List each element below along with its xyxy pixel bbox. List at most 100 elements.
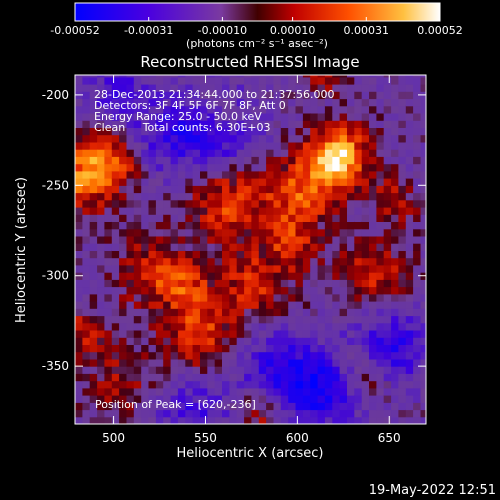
heatmap-cell <box>89 402 98 411</box>
heatmap-cell <box>148 113 157 121</box>
heatmap-cell <box>126 351 135 360</box>
heatmap-cell <box>192 228 201 237</box>
heatmap-cell <box>273 358 282 367</box>
heatmap-cell <box>302 257 311 266</box>
heatmap-cell <box>236 293 245 302</box>
heatmap-cell <box>229 264 238 273</box>
heatmap-cell <box>310 373 319 382</box>
heatmap-cell <box>75 293 83 302</box>
heatmap-cell <box>369 228 377 237</box>
heatmap-cell <box>177 75 186 78</box>
heatmap-cell <box>222 76 230 85</box>
heatmap-cell <box>391 373 400 382</box>
heatmap-cell <box>273 315 282 324</box>
heatmap-cell <box>288 141 297 150</box>
heatmap-cell <box>207 322 216 331</box>
heatmap-cell <box>251 185 260 194</box>
heatmap-cell <box>383 330 392 338</box>
heatmap-cell <box>207 134 216 143</box>
heatmap-cell <box>347 170 355 179</box>
heatmap-cell <box>317 279 326 288</box>
heatmap-cell <box>295 75 304 78</box>
heatmap-cell <box>170 214 179 222</box>
heatmap-cell <box>126 163 135 172</box>
heatmap-cell <box>111 322 120 331</box>
heatmap-cell <box>111 75 120 78</box>
heatmap-cell <box>97 358 106 367</box>
heatmap-cell <box>177 156 186 165</box>
heatmap-cell <box>148 243 157 251</box>
heatmap-cell <box>126 373 135 382</box>
heatmap-cell <box>398 185 407 194</box>
heatmap-cell <box>97 250 106 259</box>
heatmap-cell <box>376 250 385 259</box>
heatmap-cell <box>332 416 341 424</box>
heatmap-cell <box>251 127 260 136</box>
heatmap-cell <box>280 105 289 114</box>
heatmap-cell <box>192 409 201 418</box>
heatmap-cell <box>236 91 245 100</box>
heatmap-cell <box>214 91 223 100</box>
heatmap-cell <box>266 387 275 396</box>
heatmap-cell <box>111 351 120 360</box>
heatmap-cell <box>332 272 341 280</box>
footer-timestamp: 19-May-2022 12:51 <box>369 483 496 498</box>
heatmap-cell <box>420 337 426 345</box>
heatmap-cell <box>177 127 186 136</box>
heatmap-cell <box>82 214 91 222</box>
heatmap-cell <box>82 91 91 100</box>
heatmap-cell <box>420 76 426 85</box>
heatmap-cell <box>185 170 194 179</box>
heatmap-cell <box>347 322 355 331</box>
heatmap-cell <box>207 293 216 302</box>
heatmap-cell <box>214 170 223 179</box>
heatmap-cell <box>398 257 407 266</box>
heatmap-cell <box>214 243 223 251</box>
heatmap-cell <box>119 98 128 107</box>
heatmap-cell <box>339 178 348 186</box>
heatmap-cell <box>302 75 311 78</box>
heatmap-cell <box>236 178 245 186</box>
heatmap-cell <box>317 416 326 424</box>
heatmap-cell <box>126 127 135 136</box>
heatmap-cell <box>104 156 113 165</box>
heatmap-cell <box>104 315 113 324</box>
heatmap-cell <box>405 156 414 165</box>
heatmap-cell <box>332 308 341 317</box>
heatmap-cell <box>347 344 355 353</box>
heatmap-cell <box>354 257 363 266</box>
heatmap-cell <box>302 156 311 165</box>
heatmap-cell <box>405 409 414 418</box>
heatmap-cell <box>266 98 275 107</box>
heatmap-cell <box>155 199 164 208</box>
heatmap-cell <box>383 228 392 237</box>
heatmap-cell <box>398 366 407 374</box>
heatmap-cell <box>295 416 304 424</box>
heatmap-cell <box>420 351 426 360</box>
heatmap-cell <box>163 243 172 251</box>
heatmap-cell <box>207 235 216 244</box>
y-tick-label: -250 <box>42 178 69 192</box>
heatmap-cell <box>82 207 91 215</box>
heatmap-cell <box>280 402 289 411</box>
heatmap-cell <box>413 301 422 309</box>
heatmap-cell <box>126 141 135 150</box>
heatmap-cell <box>339 373 348 382</box>
heatmap-cell <box>376 409 385 418</box>
heatmap-cell <box>302 178 311 186</box>
heatmap-cell <box>361 75 370 78</box>
heatmap-cell <box>317 134 326 143</box>
heatmap-cell <box>170 250 179 259</box>
heatmap-cell <box>111 272 120 280</box>
heatmap-cell <box>177 380 186 389</box>
heatmap-cell <box>141 301 150 309</box>
heatmap-cell <box>214 185 223 194</box>
heatmap-cell <box>369 98 377 107</box>
heatmap-cell <box>207 409 216 418</box>
heatmap-cell <box>177 344 186 353</box>
heatmap-cell <box>369 134 377 143</box>
heatmap-cell <box>89 199 98 208</box>
heatmap-cell <box>111 113 120 121</box>
heatmap-cell <box>236 84 245 92</box>
heatmap-cell <box>214 149 223 157</box>
